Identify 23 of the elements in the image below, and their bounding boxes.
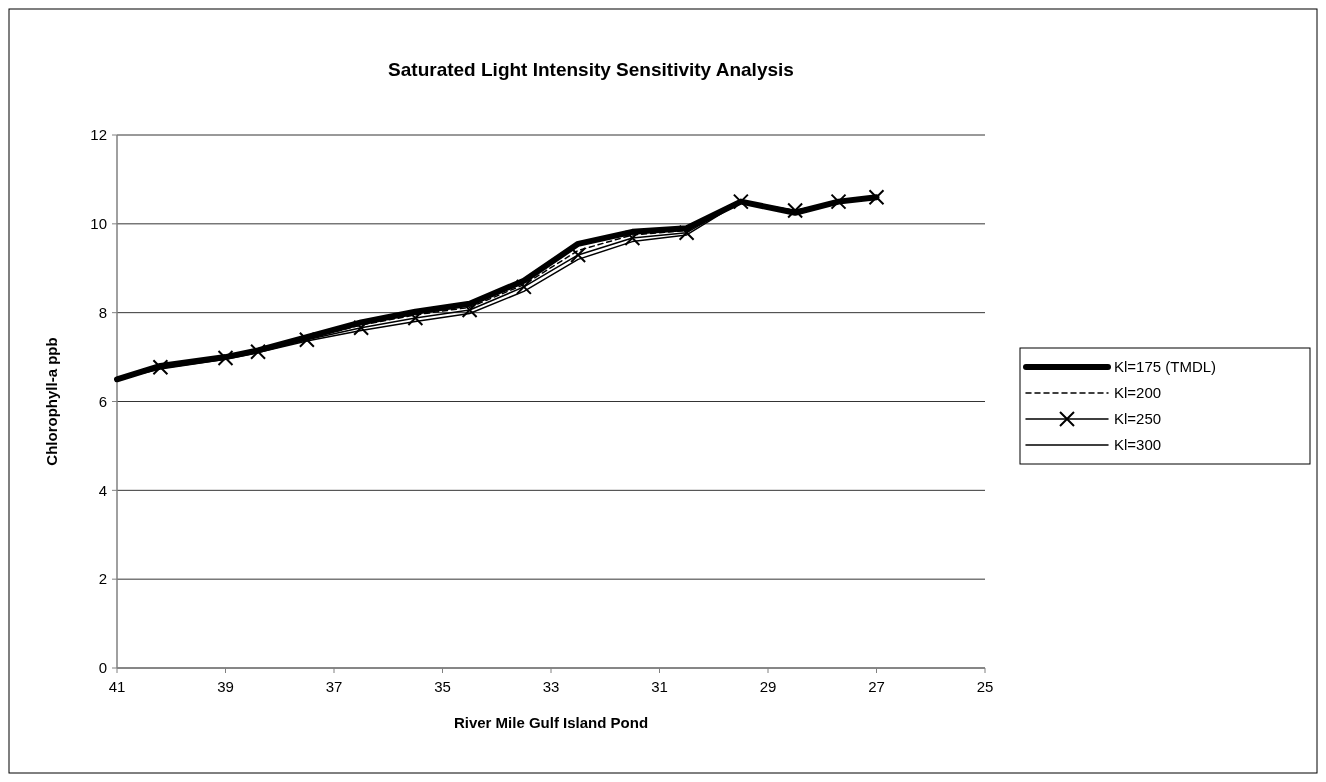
y-tick-label: 2 (98, 570, 107, 588)
y-tick-label: 0 (98, 659, 107, 677)
x-tick-label: 41 (108, 678, 126, 695)
x-tick-label: 33 (542, 678, 560, 695)
x-axis-title: River Mile Gulf Island Pond (453, 714, 649, 731)
chart-title: Saturated Light Intensity Sensitivity Analysis (388, 59, 794, 80)
text: Kl=250 (1114, 410, 1162, 428)
y-tick-label: 10 (90, 215, 107, 233)
x-tick-label: 29 (759, 678, 777, 695)
y-tick-label: 12 (90, 126, 107, 144)
text: Kl=300 (1114, 436, 1162, 454)
x-tick-label: 31 (651, 678, 668, 695)
text: Kl=200 (1114, 384, 1162, 402)
y-tick-label: 4 (98, 481, 107, 499)
y-tick-label: 6 (98, 392, 107, 410)
x-tick-label: 25 (976, 678, 994, 695)
x-tick-label: 39 (217, 678, 234, 695)
y-axis-title: Chlorophyll-a ppb (43, 337, 60, 466)
y-tick-label: 8 (98, 303, 107, 321)
x-tick-label: 35 (434, 678, 451, 695)
x-tick-label: 27 (868, 678, 885, 695)
x-tick-label: 37 (325, 678, 343, 695)
text: Kl=175 (TMDL) (1114, 358, 1217, 376)
